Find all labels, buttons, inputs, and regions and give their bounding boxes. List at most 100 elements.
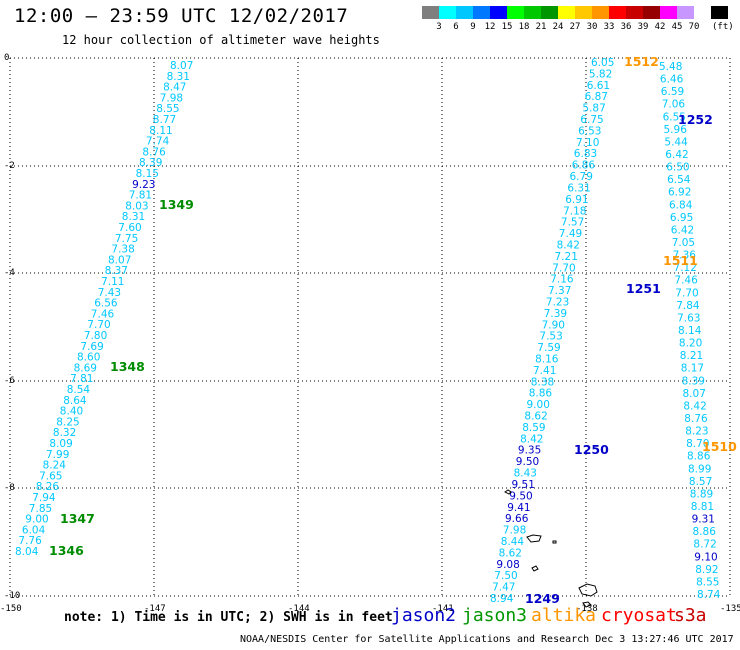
- wave-height-value: 8.81: [691, 501, 714, 513]
- wave-height-value: 7.84: [676, 300, 700, 312]
- wave-height-value: 7.90: [542, 319, 565, 331]
- legend-swatch: [558, 6, 575, 19]
- wave-height-value: 7.59: [537, 342, 560, 354]
- wave-height-value: 5.82: [589, 68, 612, 80]
- wave-height-value: 8.42: [520, 433, 543, 445]
- legend-swatch: [456, 6, 473, 19]
- wave-height-value: 7.39: [544, 308, 567, 320]
- wave-height-value: 6.56: [94, 298, 118, 310]
- wave-height-value: 8.60: [77, 352, 100, 364]
- wave-height-value: 8.92: [695, 564, 718, 576]
- wave-height-value: 9.10: [694, 551, 717, 563]
- wave-height-value: 8.76: [684, 413, 708, 425]
- wave-height-value: 7.12: [674, 262, 697, 274]
- legend-swatch: [524, 6, 541, 19]
- legend-tick-label: 24: [552, 22, 564, 32]
- wave-height-value: 8.70: [686, 438, 709, 450]
- wave-height-value: 6.87: [585, 91, 608, 103]
- wave-height-value: 7.65: [39, 470, 62, 482]
- legend-swatch: [541, 6, 558, 19]
- wave-height-value: 7.43: [98, 287, 121, 299]
- wave-height-value: 8.42: [683, 400, 706, 412]
- wave-height-value: 7.74: [146, 136, 170, 148]
- wave-height-value: 6.54: [667, 174, 691, 186]
- wave-height-value: 8.62: [499, 547, 522, 559]
- lat-tick-label: -2: [4, 161, 15, 171]
- wave-height-value: 7.85: [29, 503, 52, 515]
- track-label: 1251: [626, 281, 661, 296]
- wave-height-value: 6.55: [663, 111, 686, 123]
- wave-height-value: 7.98: [503, 525, 526, 537]
- wave-height-value: 8.47: [163, 82, 186, 94]
- island-outline: [531, 565, 539, 572]
- wave-height-value: 8.76: [142, 146, 166, 158]
- wave-height-value: 8.59: [522, 422, 545, 434]
- wave-height-value: 6.92: [668, 187, 691, 199]
- wave-height-value: 7.69: [80, 341, 103, 353]
- wave-height-value: 9.51: [512, 479, 535, 491]
- wave-height-value: 9.50: [509, 490, 532, 502]
- legend-tick-label: 33: [603, 22, 615, 32]
- legend-swatch: [609, 6, 626, 19]
- wave-height-value: 7.98: [160, 92, 183, 104]
- wave-height-value: 7.94: [32, 492, 56, 504]
- wave-height-value: 6.91: [565, 194, 588, 206]
- wave-height-value: 8.43: [514, 468, 537, 480]
- wave-height-value: 8.32: [53, 427, 76, 439]
- track-label: 1510: [702, 439, 737, 454]
- wave-height-value: 6.79: [570, 171, 593, 183]
- note-text: note: 1) Time is in UTC; 2) SWH is in fe…: [64, 610, 393, 625]
- wave-height-value: 5.44: [664, 136, 688, 148]
- wave-height-value: 8.07: [108, 254, 131, 266]
- wave-height-value: 6.59: [661, 86, 684, 98]
- wave-height-value: 6.86: [572, 160, 596, 172]
- wave-height-value: 8.09: [49, 438, 72, 450]
- wave-height-value: 9.00: [527, 399, 550, 411]
- wave-height-value: 8.07: [683, 388, 706, 400]
- wave-height-value: 8.72: [693, 539, 716, 551]
- wave-height-value: 8.86: [693, 526, 717, 538]
- satellite-name: altika: [531, 605, 597, 626]
- wave-height-value: 5.87: [582, 103, 605, 115]
- wave-height-value: 8.55: [156, 103, 179, 115]
- legend-swatch: [626, 6, 643, 19]
- color-scale-legend: (ft) 3 6 9 12 15 18 21 24 27 30 33 36 39 42 45 70: [422, 6, 734, 40]
- island-outline: [504, 489, 512, 495]
- lon-tick-label: -135: [720, 604, 740, 614]
- wave-height-value: 8.23: [685, 426, 708, 438]
- legend-swatch: [575, 6, 592, 19]
- wave-height-value: 8.11: [149, 125, 172, 137]
- wave-height-value: 7.06: [662, 99, 686, 111]
- legend-tick-label: 6: [453, 22, 459, 32]
- wave-height-value: 7.36: [673, 250, 697, 262]
- legend-tick-label: 21: [535, 22, 547, 32]
- wave-height-value: 7.11: [101, 276, 124, 288]
- wave-height-value: 8.42: [557, 240, 580, 252]
- wave-height-value: 7.46: [91, 308, 115, 320]
- wave-height-value: 8.04: [15, 546, 39, 558]
- island-outline: [582, 601, 592, 608]
- wave-height-value: 8.64: [63, 395, 87, 407]
- wave-height-value: 5.48: [659, 61, 682, 73]
- wave-height-value: 6.42: [671, 224, 694, 236]
- wave-height-value: 7.70: [552, 262, 575, 274]
- lat-tick-label: 0: [4, 53, 9, 63]
- wave-height-value: 6.53: [578, 125, 601, 137]
- lat-tick-label: -10: [4, 591, 20, 601]
- track-label: 1249: [525, 591, 560, 606]
- legend-swatch: [592, 6, 609, 19]
- legend-tick-label: 45: [671, 22, 683, 32]
- legend-tick-label: 18: [518, 22, 530, 32]
- wave-height-value: 6.61: [587, 80, 610, 92]
- island-outline: [578, 583, 598, 597]
- legend-swatch: [643, 6, 660, 19]
- wave-height-value: 8.39: [682, 375, 705, 387]
- wave-height-value: 8.94: [490, 593, 514, 605]
- wave-height-value: 9.66: [505, 513, 529, 525]
- wave-height-value: 7.38: [111, 244, 134, 256]
- wave-height-value: 8.03: [125, 200, 148, 212]
- lat-tick-label: -6: [4, 376, 15, 386]
- wave-height-value: 8.31: [167, 71, 190, 83]
